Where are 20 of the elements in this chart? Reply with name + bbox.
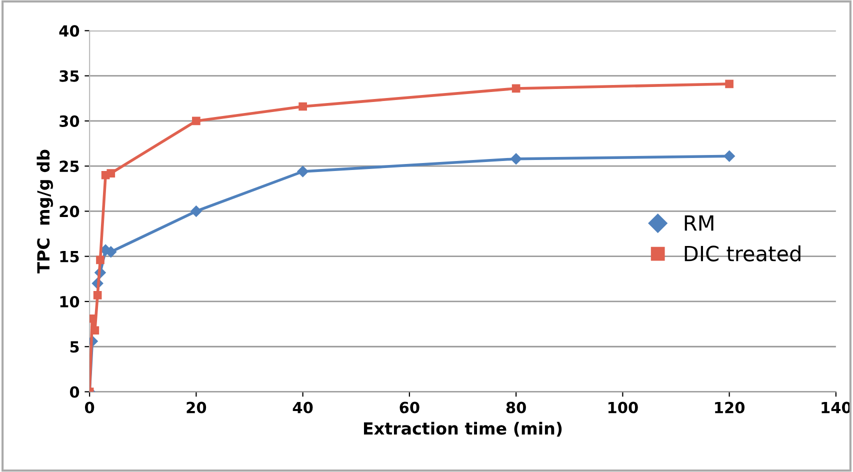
y-tick-label: 10 [60, 296, 80, 308]
x-tick-label: 0 [84, 402, 94, 414]
x-tick-label: 20 [186, 402, 206, 414]
x-tick-label: 100 [608, 402, 638, 414]
y-tick-label: 20 [60, 206, 80, 218]
y-tick-label: 15 [60, 251, 79, 262]
x-tick-label: 60 [400, 402, 420, 414]
y-tick-label: 0 [70, 386, 80, 398]
x-axis-title: Extraction time (min) [364, 422, 562, 437]
x-tick-label: 120 [715, 402, 745, 414]
x-tick-label: 80 [506, 402, 526, 414]
y-tick-label: 5 [70, 341, 79, 353]
legend-label: DIC treated [684, 245, 800, 262]
y-tick-label: 25 [60, 160, 79, 172]
y-tick-label: 40 [59, 25, 80, 37]
y-axis-title: TPC mg/g db [36, 150, 54, 274]
legend-label: RM [684, 215, 714, 231]
y-tick-label: 30 [60, 115, 80, 127]
x-tick-label: 40 [292, 402, 313, 414]
y-tick-label: 35 [60, 70, 79, 82]
